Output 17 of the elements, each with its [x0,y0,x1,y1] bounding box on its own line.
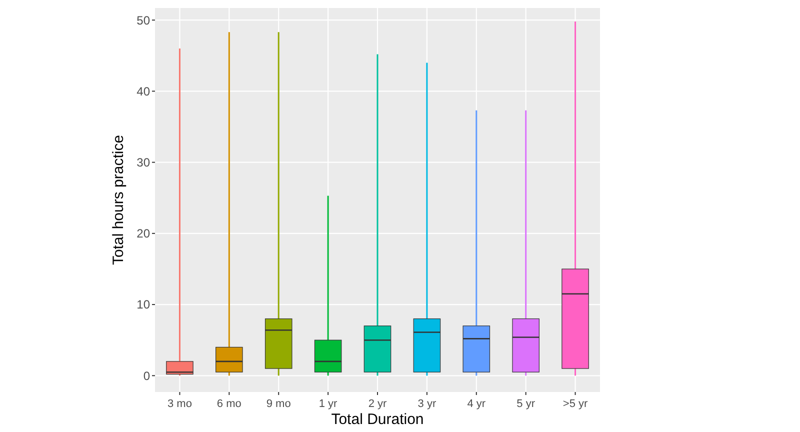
x-tick-label: >5 yr [562,398,588,410]
x-tick-label: 4 yr [467,398,486,410]
y-tick-label: 10 [136,298,150,312]
x-tick-label: 9 mo [266,398,291,410]
x-tick-label: 5 yr [516,398,536,410]
x-tick-label: 3 yr [418,398,436,410]
x-tick-label: 6 mo [216,398,242,410]
y-axis-title: Total hours practice [110,134,127,266]
x-tick-label: 3 mo [167,398,192,410]
y-tick-label: 40 [136,84,150,98]
x-tick-label: 1 yr [318,398,338,410]
y-tick-label: 0 [143,368,150,383]
x-tick-label: 2 yr [368,398,387,410]
x-axis-title: Total Duration [331,411,424,428]
y-tick-label: 30 [136,156,150,170]
y-tick-label: 50 [136,13,150,28]
y-tick-label: 20 [136,226,150,241]
